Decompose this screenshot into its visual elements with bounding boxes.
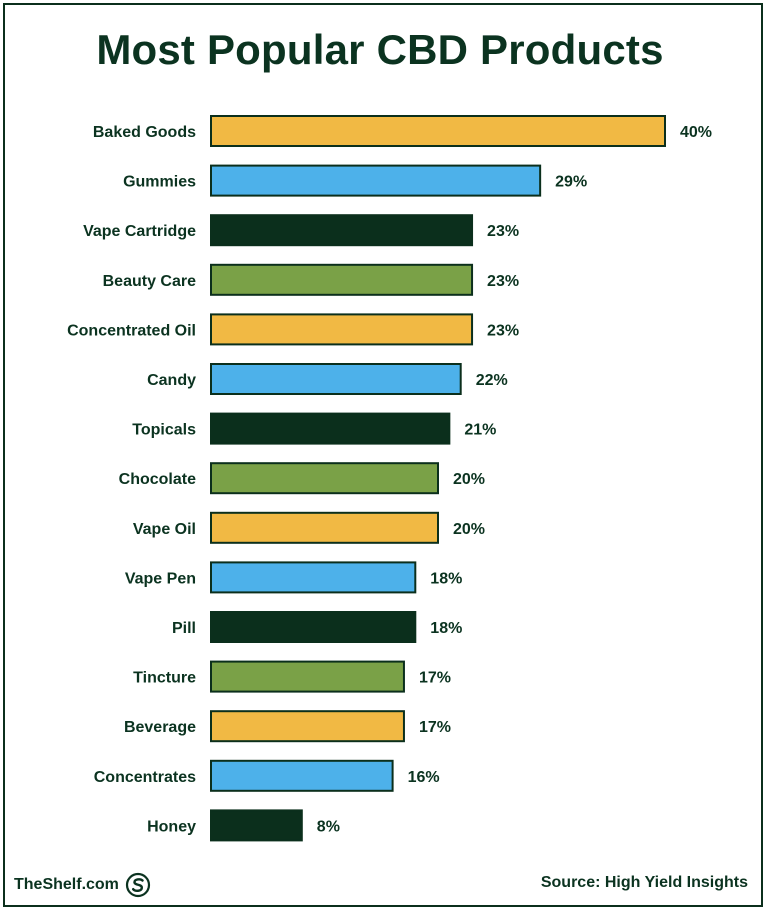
bar <box>210 115 666 147</box>
category-label: Baked Goods <box>93 124 196 141</box>
chart-title: Most Popular CBD Products <box>96 26 664 73</box>
category-label: Vape Oil <box>133 521 196 538</box>
bar <box>210 214 474 247</box>
value-label: 29% <box>555 174 587 191</box>
bar <box>210 511 439 544</box>
value-label: 23% <box>487 223 519 240</box>
category-label: Topicals <box>132 422 196 439</box>
bar <box>210 164 542 197</box>
value-label: 40% <box>680 124 712 141</box>
category-label: Honey <box>147 818 196 835</box>
brand-block: TheShelf.com <box>14 870 151 900</box>
bar <box>210 710 405 743</box>
category-label: Candy <box>147 372 196 389</box>
value-label: 23% <box>487 322 519 339</box>
value-label: 21% <box>464 422 496 439</box>
category-label: Concentrated Oil <box>67 322 196 339</box>
bar <box>210 412 451 445</box>
bar <box>210 313 474 346</box>
bar <box>210 759 394 792</box>
value-label: 18% <box>430 570 462 587</box>
brand-name: TheShelf.com <box>14 876 119 893</box>
source-note: Source: High Yield Insights <box>540 874 748 891</box>
value-label: 8% <box>317 818 340 835</box>
category-label: Gummies <box>123 174 196 191</box>
category-label: Concentrates <box>94 769 196 786</box>
value-label: 20% <box>453 471 485 488</box>
category-label: Chocolate <box>119 471 196 488</box>
category-label: Pill <box>172 620 196 637</box>
value-label: 20% <box>453 521 485 538</box>
swirl-s-logo-icon <box>125 872 151 898</box>
value-label: 17% <box>419 670 451 687</box>
bar <box>210 809 303 842</box>
bar <box>210 263 474 296</box>
category-label: Tincture <box>133 670 196 687</box>
category-label: Vape Pen <box>125 570 196 587</box>
bar <box>210 462 439 495</box>
category-label: Beverage <box>124 719 196 736</box>
category-label: Vape Cartridge <box>83 223 196 240</box>
bar <box>210 363 462 395</box>
value-label: 17% <box>419 719 451 736</box>
bar <box>210 561 417 594</box>
value-label: 23% <box>487 273 519 290</box>
value-label: 22% <box>476 372 508 389</box>
chart-frame <box>3 3 763 907</box>
bar <box>210 611 417 643</box>
bar <box>210 660 405 693</box>
category-label: Beauty Care <box>103 273 196 290</box>
value-label: 18% <box>430 620 462 637</box>
value-label: 16% <box>408 769 440 786</box>
